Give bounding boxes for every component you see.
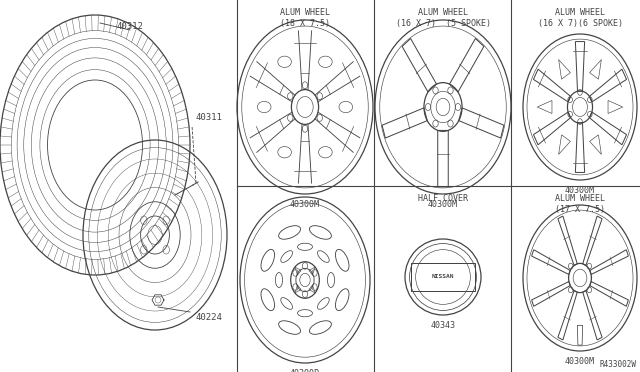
Text: 40300P: 40300P — [290, 369, 320, 372]
Text: (18 X 7.5): (18 X 7.5) — [280, 19, 330, 28]
Text: 40311: 40311 — [195, 113, 222, 122]
Text: ALUM WHEEL: ALUM WHEEL — [555, 194, 605, 203]
Text: 40343: 40343 — [431, 321, 456, 330]
Text: (17 X 7.5): (17 X 7.5) — [555, 205, 605, 214]
Text: (16 X 7)(6 SPOKE): (16 X 7)(6 SPOKE) — [538, 19, 623, 28]
Text: HALF COVER: HALF COVER — [418, 194, 468, 203]
Text: NISSAN: NISSAN — [432, 275, 454, 279]
Text: ALUM WHEEL: ALUM WHEEL — [418, 8, 468, 17]
Text: ALUM WHEEL: ALUM WHEEL — [555, 8, 605, 17]
Text: R433002W: R433002W — [600, 360, 637, 369]
Text: 40312: 40312 — [116, 22, 143, 31]
Text: 40300M: 40300M — [565, 357, 595, 366]
Text: (16 X 7)  (5 SPOKE): (16 X 7) (5 SPOKE) — [396, 19, 490, 28]
Text: 40300M: 40300M — [290, 200, 320, 209]
Text: 40224: 40224 — [195, 314, 222, 323]
Text: 40300M: 40300M — [565, 186, 595, 195]
Text: 40300M: 40300M — [428, 200, 458, 209]
Bar — [411, 263, 476, 291]
Text: ALUM WHEEL: ALUM WHEEL — [280, 8, 330, 17]
